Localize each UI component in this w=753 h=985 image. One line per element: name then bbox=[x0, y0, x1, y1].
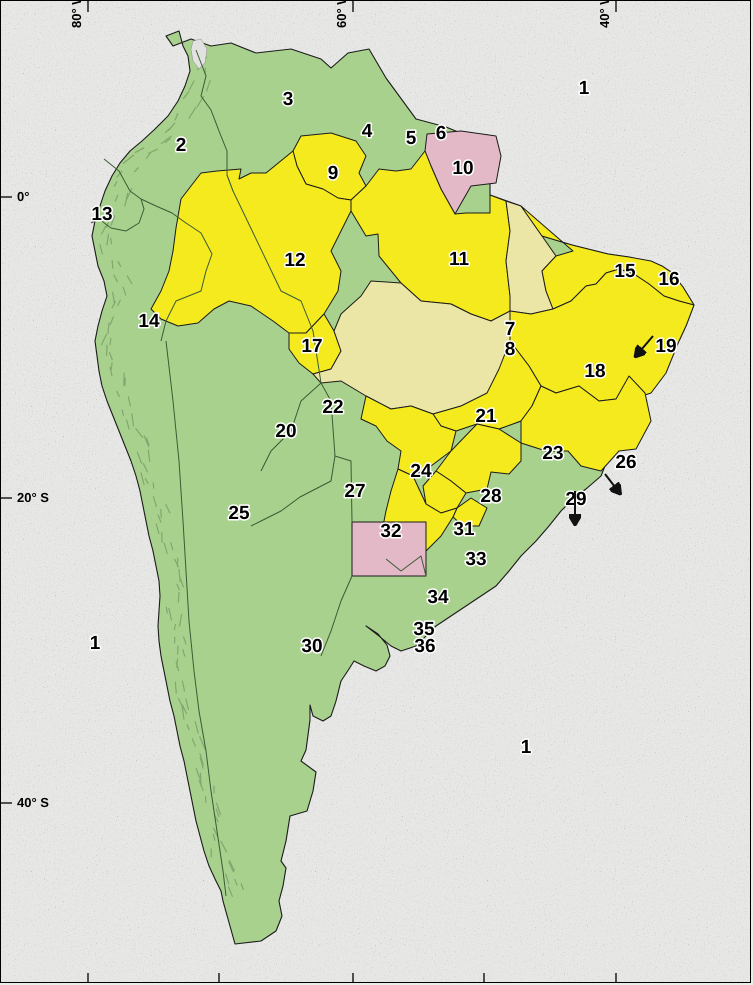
svg-text:80° W: 80° W bbox=[69, 1, 84, 28]
svg-text:25: 25 bbox=[228, 503, 250, 524]
svg-text:28: 28 bbox=[480, 486, 501, 507]
svg-text:33: 33 bbox=[465, 549, 486, 570]
svg-text:6: 6 bbox=[436, 123, 447, 144]
svg-text:9: 9 bbox=[328, 163, 339, 184]
svg-text:17: 17 bbox=[301, 336, 322, 357]
svg-text:13: 13 bbox=[91, 204, 112, 225]
svg-text:26: 26 bbox=[615, 452, 636, 473]
svg-text:30: 30 bbox=[301, 636, 322, 657]
svg-text:27: 27 bbox=[344, 481, 365, 502]
svg-text:5: 5 bbox=[406, 128, 417, 149]
svg-text:11: 11 bbox=[449, 249, 470, 270]
svg-text:8: 8 bbox=[505, 339, 516, 360]
svg-text:60° W: 60° W bbox=[334, 1, 349, 28]
svg-text:2: 2 bbox=[176, 135, 187, 156]
svg-text:18: 18 bbox=[584, 361, 605, 382]
svg-text:23: 23 bbox=[542, 443, 563, 464]
svg-text:22: 22 bbox=[322, 397, 343, 418]
svg-text:4: 4 bbox=[362, 121, 373, 142]
svg-text:1: 1 bbox=[90, 633, 101, 654]
svg-text:0°: 0° bbox=[17, 189, 29, 204]
svg-text:32: 32 bbox=[380, 521, 401, 542]
svg-text:14: 14 bbox=[138, 311, 160, 332]
svg-text:1: 1 bbox=[579, 78, 590, 99]
svg-text:40° S: 40° S bbox=[17, 795, 49, 810]
svg-text:34: 34 bbox=[427, 587, 449, 608]
svg-text:16: 16 bbox=[658, 269, 679, 290]
svg-text:10: 10 bbox=[452, 158, 473, 179]
svg-text:21: 21 bbox=[475, 406, 497, 427]
svg-text:20° S: 20° S bbox=[17, 490, 49, 505]
svg-text:19: 19 bbox=[655, 336, 676, 357]
svg-text:40° W: 40° W bbox=[597, 1, 612, 28]
svg-text:7: 7 bbox=[505, 319, 516, 340]
svg-text:24: 24 bbox=[410, 461, 432, 482]
svg-text:1: 1 bbox=[521, 737, 532, 758]
svg-text:15: 15 bbox=[614, 261, 636, 282]
svg-text:31: 31 bbox=[453, 519, 475, 540]
svg-text:36: 36 bbox=[414, 636, 435, 657]
svg-text:12: 12 bbox=[284, 250, 305, 271]
svg-text:20: 20 bbox=[275, 421, 296, 442]
svg-text:3: 3 bbox=[283, 89, 294, 110]
